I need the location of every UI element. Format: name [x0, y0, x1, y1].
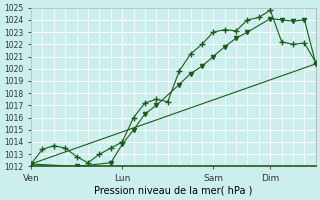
- X-axis label: Pression niveau de la mer( hPa ): Pression niveau de la mer( hPa ): [94, 186, 252, 196]
